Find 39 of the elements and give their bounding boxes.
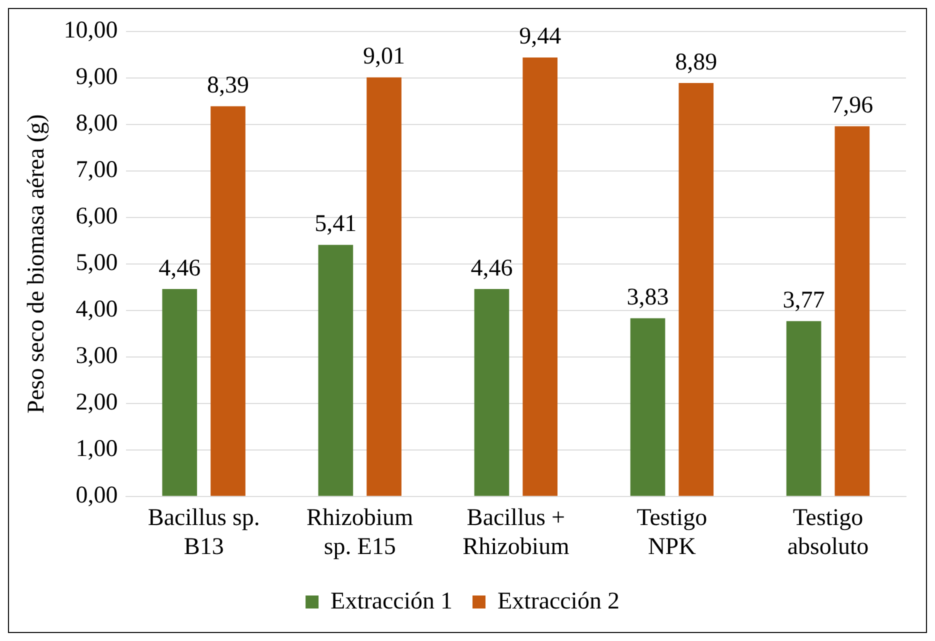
bar (522, 57, 558, 496)
y-tick-label: 10,00 (64, 18, 118, 44)
data-label: 8,39 (207, 72, 250, 99)
data-label: 4,46 (470, 255, 513, 282)
bar (210, 106, 246, 496)
y-tick-label: 2,00 (76, 390, 118, 416)
data-label: 8,89 (675, 49, 718, 76)
x-tick-label: Bacillus + Rhizobium (462, 505, 570, 560)
x-tick-label: Bacillus sp. B13 (148, 505, 260, 560)
x-tick-label: Rhizobium sp. E15 (306, 505, 414, 560)
y-tick-label: 4,00 (76, 296, 118, 323)
bar (318, 244, 354, 496)
bar (474, 289, 510, 496)
bar (834, 126, 870, 496)
legend-label: Extracción 1 (330, 588, 453, 614)
y-tick-label: 3,00 (76, 343, 118, 370)
data-label: 5,41 (314, 211, 357, 238)
bar (786, 321, 822, 496)
y-tick-label: 0,00 (76, 482, 118, 509)
data-label: 4,46 (158, 255, 201, 282)
x-tick-label: Testigo absoluto (787, 505, 869, 560)
y-tick-label: 8,00 (76, 110, 118, 137)
y-tick-label: 5,00 (76, 250, 118, 276)
data-label: 9,01 (363, 44, 406, 70)
data-label: 7,96 (831, 92, 874, 119)
data-label: 9,44 (519, 24, 562, 50)
data-label: 3,77 (782, 287, 825, 314)
y-tick-label: 1,00 (76, 436, 118, 462)
bar (162, 289, 198, 496)
bar (366, 77, 402, 496)
y-tick-label: 6,00 (76, 204, 118, 230)
y-axis-title: Peso seco de biomasa aérea (g) (24, 114, 50, 414)
legend-label: Extracción 2 (498, 588, 620, 614)
y-tick-label: 7,00 (76, 157, 118, 184)
x-tick-label: Testigo NPK (636, 505, 708, 560)
data-label: 3,83 (626, 284, 669, 311)
y-tick-label: 9,00 (76, 64, 118, 90)
bar (678, 83, 714, 496)
bar (630, 318, 666, 496)
